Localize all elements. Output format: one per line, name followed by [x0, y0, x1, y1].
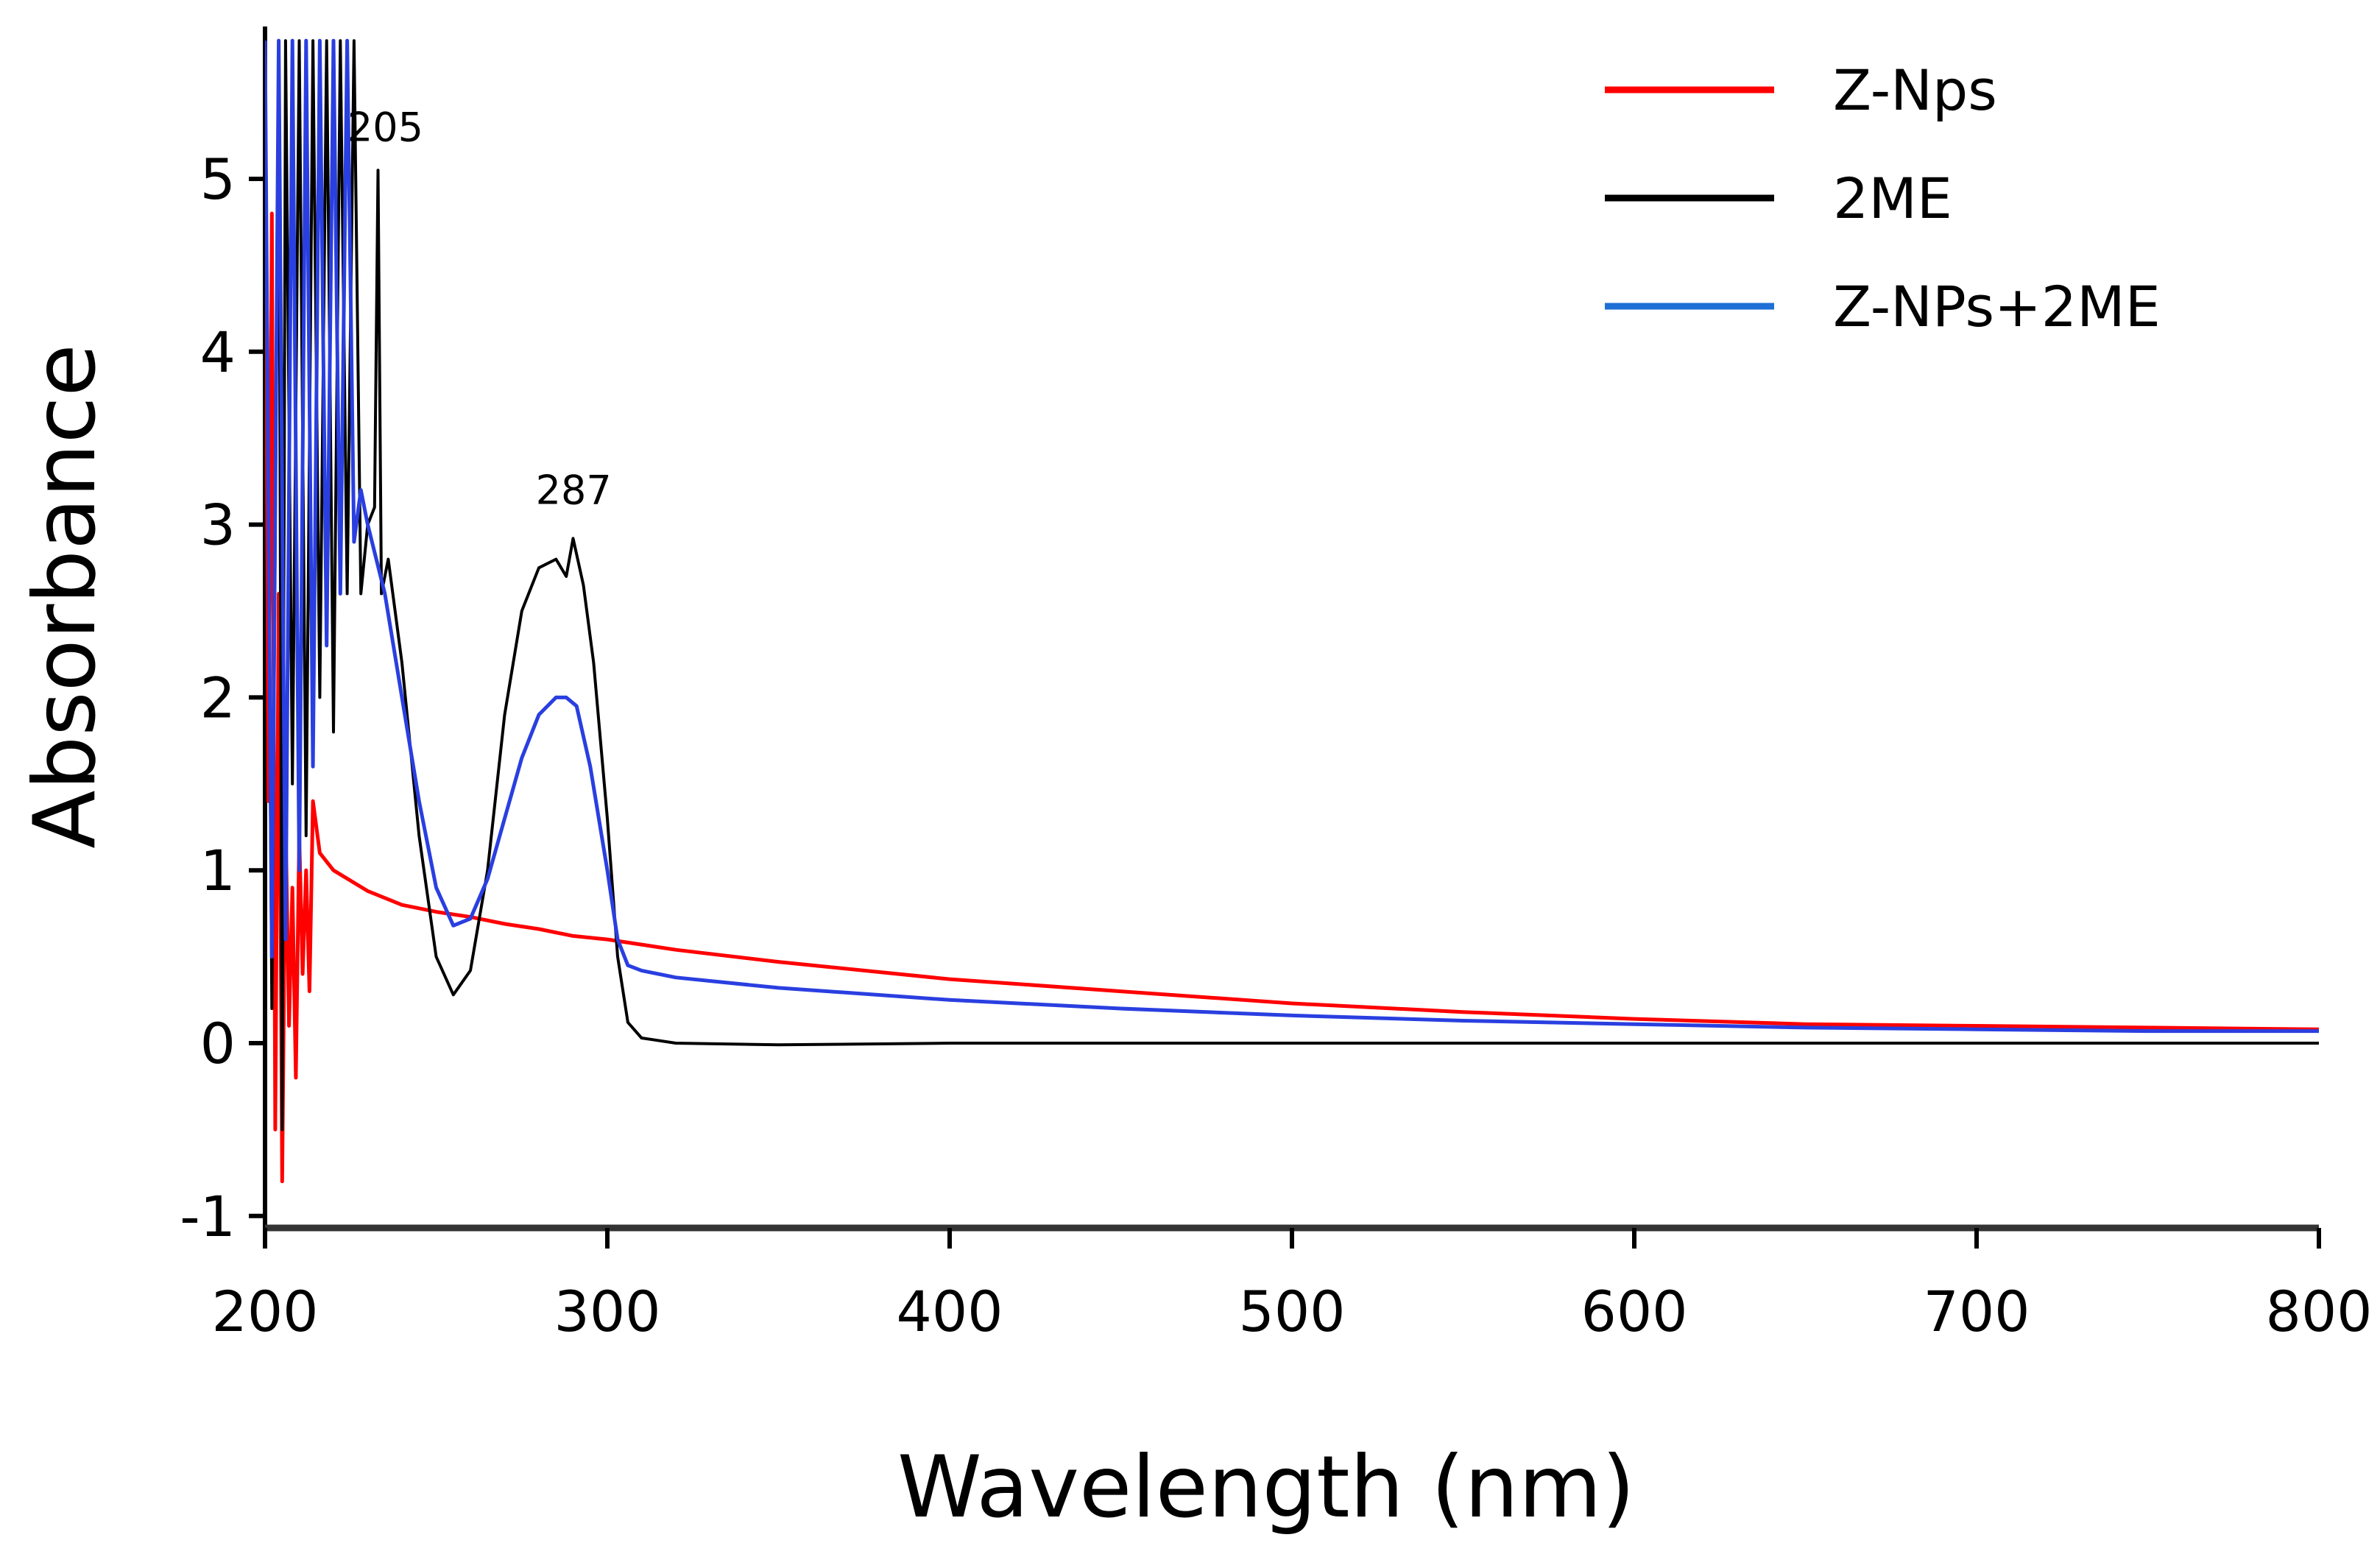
peak-label: 205 [347, 104, 423, 150]
y-tick-label: 1 [200, 838, 236, 903]
legend: Z-Nps 2ME Z-NPs+2ME [1605, 57, 2161, 339]
legend-label: Z-NPs+2ME [1833, 274, 2161, 339]
y-tick-label: 2 [200, 665, 236, 730]
x-tick-label: 600 [1581, 1279, 1687, 1344]
series-lines [265, 38, 2319, 1184]
y-tick-label: 3 [200, 492, 236, 558]
x-tick-label: 700 [1923, 1279, 2030, 1344]
y-axis-title: Absorbance [15, 344, 115, 848]
x-tick-label: 300 [554, 1279, 660, 1344]
legend-label: 2ME [1833, 166, 1952, 231]
x-tick-label: 500 [1238, 1279, 1345, 1344]
series-line-1 [265, 40, 2319, 1184]
x-tick-label: 400 [896, 1279, 1003, 1344]
y-tick-label: 4 [200, 319, 236, 385]
x-tick-label: 200 [211, 1279, 318, 1344]
y-tick-label: 5 [200, 146, 236, 212]
x-tick-label: 800 [2265, 1279, 2372, 1344]
series-line-2 [265, 39, 2319, 1131]
axes: -1 0 1 2 3 4 5 200 300 400 500 600 700 800 [180, 27, 2373, 1344]
x-axis-title: Wavelength (nm) [897, 1438, 1635, 1537]
legend-label: Z-Nps [1833, 57, 1997, 123]
series-line-3 [265, 38, 2319, 1034]
peak-label: 287 [536, 467, 612, 513]
peak-annotations: 205 287 [347, 104, 612, 513]
y-tick-label: 0 [200, 1011, 236, 1076]
y-tick-label: -1 [180, 1184, 236, 1249]
